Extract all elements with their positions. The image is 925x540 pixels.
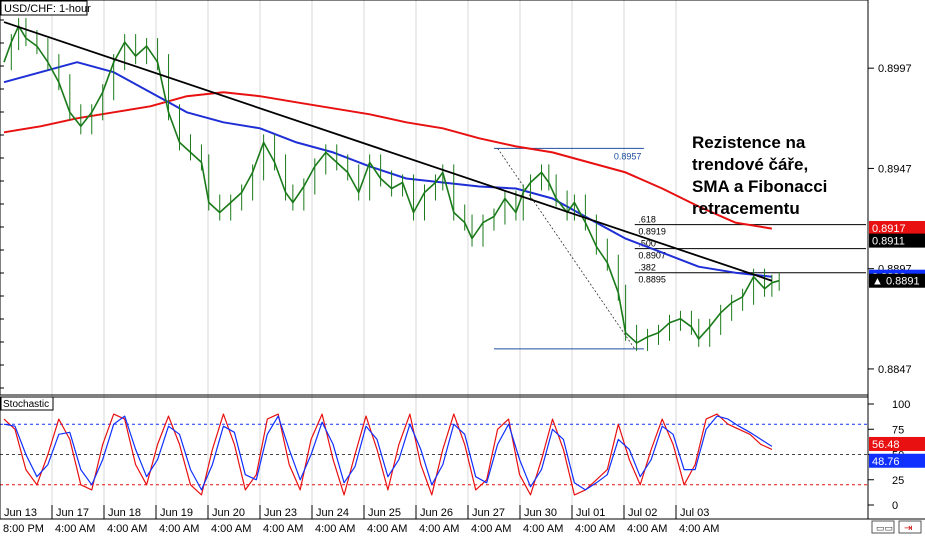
time-label: 4:00 AM — [315, 523, 355, 535]
time-label: 4:00 AM — [627, 523, 667, 535]
time-axis: Jun 13 8:00 PM Jun 17 4:00 AM Jun 18 4:00 AM J… — [0, 505, 719, 535]
price-tick-label: 0.8947 — [878, 163, 912, 175]
time-label: 4:00 AM — [679, 523, 719, 535]
time-label: 4:00 AM — [211, 523, 251, 535]
time-label: 4:00 AM — [159, 523, 199, 535]
fib-value-label: 0.8895 — [638, 275, 666, 285]
date-label: Jun 26 — [420, 507, 453, 519]
annotation-line: SMA a Fibonacci — [692, 177, 827, 196]
fib-value-label: 0.8907 — [638, 251, 666, 261]
stoch-k-line — [3, 413, 773, 496]
price-tick-label: 0.8847 — [878, 364, 912, 376]
fib-ratio-label: .618 — [638, 215, 656, 225]
fib-ratio-label: .500 — [638, 239, 656, 249]
stochastic-lines — [3, 413, 773, 496]
annotation-line: trendové čáře, — [692, 155, 808, 174]
jump-to-latest-icon[interactable] — [898, 520, 922, 534]
time-label: 4:00 AM — [55, 523, 95, 535]
date-label: Jun 18 — [108, 507, 141, 519]
price-badge-bg — [869, 273, 925, 288]
time-label: 4:00 AM — [523, 523, 563, 535]
date-label: Jun 25 — [368, 507, 401, 519]
stoch-tick-label: 100 — [892, 399, 910, 411]
date-label: Jun 17 — [56, 507, 89, 519]
date-label: Jul 02 — [628, 507, 657, 519]
svg-text:⇥: ⇥ — [904, 523, 912, 534]
price-badge: ▲ 0.8891 — [872, 276, 920, 288]
indicator-lines — [3, 18, 780, 351]
symbol-label: USD/CHF: 1-hour — [4, 3, 91, 15]
date-label: Jul 01 — [576, 507, 605, 519]
time-label: 8:00 PM — [3, 523, 44, 535]
time-label: 4:00 AM — [419, 523, 459, 535]
annotation-line: Rezistence na — [692, 133, 806, 152]
date-label: Jun 19 — [160, 507, 193, 519]
price-badge-bg — [869, 233, 925, 248]
price-line — [3, 25, 780, 344]
annotation-line: retracementu — [692, 199, 800, 218]
date-label: Jun 13 — [4, 507, 37, 519]
sma-red-line — [3, 91, 773, 230]
main-grid — [0, 0, 677, 519]
stoch-tick-label: 25 — [892, 475, 904, 487]
date-label: Jun 24 — [316, 507, 349, 519]
stochastic-label-box: Stochastic — [0, 396, 54, 411]
stochastic-label: Stochastic — [3, 399, 49, 410]
stoch-d-badge-bg — [869, 453, 925, 468]
stoch-tick-label: 75 — [892, 424, 904, 436]
price-badge: 0.8917 — [872, 223, 906, 235]
stoch-d-badge: 48.76 — [872, 456, 900, 468]
fib-high-label: 0.8957 — [614, 151, 642, 161]
price-badge: 0.8911 — [872, 236, 905, 248]
sma-blue-line — [3, 61, 773, 278]
annotation-text: Rezistence na trendové čáře, SMA a Fibonac… — [692, 133, 827, 218]
scroll-buttons[interactable]: ▭▭ ⇥ — [871, 520, 922, 534]
date-label: Jun 23 — [264, 507, 297, 519]
price-tick-label: 0.8997 — [878, 63, 912, 75]
fib-diagonal — [497, 148, 636, 350]
stoch-d-line — [3, 415, 773, 491]
time-label: 4:00 AM — [575, 523, 615, 535]
fib-value-label: 0.8919 — [638, 227, 666, 237]
svg-text:▭▭: ▭▭ — [876, 523, 893, 533]
fib-ratio-label: .382 — [638, 263, 656, 273]
stoch-tick-label: 0 — [892, 500, 898, 512]
stoch-k-badge: 56.48 — [872, 439, 900, 451]
symbol-label-box: USD/CHF: 1-hour — [0, 0, 91, 16]
date-label: Jun 20 — [212, 507, 245, 519]
time-label: 4:00 AM — [367, 523, 407, 535]
price-badge-bg — [869, 221, 925, 235]
date-label: Jun 30 — [524, 507, 557, 519]
scroll-icon[interactable] — [871, 520, 895, 534]
time-label: 4:00 AM — [107, 523, 147, 535]
date-label: Jun 27 — [472, 507, 505, 519]
time-label: 4:00 AM — [263, 523, 303, 535]
date-label: Jul 03 — [680, 507, 709, 519]
stoch-k-badge-bg — [869, 436, 925, 451]
resistance-trendline[interactable] — [3, 21, 773, 282]
time-label: 4:00 AM — [471, 523, 511, 535]
